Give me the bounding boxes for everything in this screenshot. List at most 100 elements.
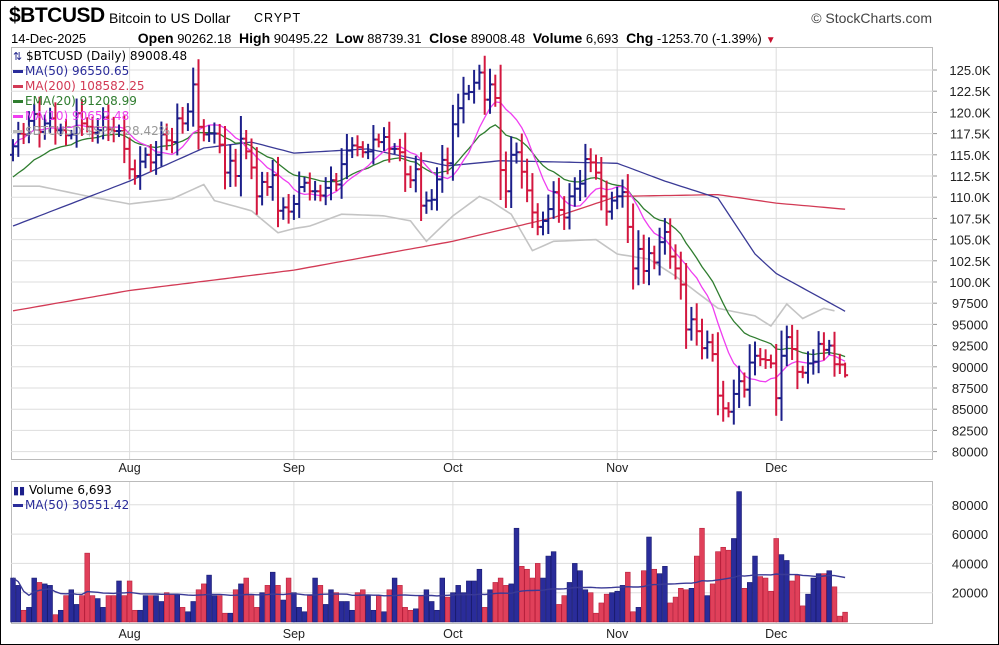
price-bar (529, 173, 536, 229)
volume-ma50-line (12, 573, 846, 597)
price-axis-label: 107.5K (949, 211, 991, 226)
price-bar (608, 191, 615, 220)
volume-bar (428, 601, 435, 623)
volume-bar (752, 555, 758, 623)
volume-bar (773, 538, 779, 623)
volume-bar (524, 568, 530, 623)
price-panel[interactable] (11, 47, 933, 460)
volume-bar (217, 595, 223, 623)
volume-bar (328, 589, 334, 623)
volume-bar (577, 570, 583, 623)
high-value: 90495.22 (273, 31, 329, 46)
price-bar (391, 143, 398, 155)
volume-bar (142, 595, 149, 623)
sort-arrows-icon[interactable]: ⇅ (13, 50, 23, 63)
price-bar (842, 362, 849, 378)
volume-bar (201, 583, 207, 623)
price-bar (423, 191, 430, 214)
volume-bar (598, 602, 605, 623)
volume-bar (275, 585, 281, 623)
volume-bar (381, 611, 387, 623)
volume-bar (582, 589, 589, 623)
volume-bar (10, 577, 16, 623)
price-axis-label: 102.5K (949, 254, 991, 269)
price-bar (720, 380, 727, 422)
price-bar (794, 329, 801, 390)
price-axis-label: 112.5K (950, 169, 991, 184)
volume-bar (238, 583, 244, 623)
price-bar (709, 333, 716, 362)
volume-axis-label: 80000 (952, 498, 988, 513)
stockcharts-brand[interactable]: © StockCharts.com (811, 10, 932, 26)
volume-bar (211, 595, 218, 623)
price-axis-label: 117.5K (950, 127, 991, 142)
exchange-label: CRYPT (254, 11, 302, 25)
price-bar (550, 181, 557, 219)
volume-bar (47, 585, 53, 623)
volume-bar (497, 577, 504, 623)
price-bar (386, 121, 393, 163)
price-bar (269, 159, 276, 201)
price-bar (306, 172, 313, 201)
ma200-line (12, 194, 846, 312)
volume-bar (746, 582, 753, 623)
price-bar (481, 55, 488, 115)
volume-bar (89, 595, 96, 623)
price-bar (614, 186, 621, 210)
volume-bar (285, 577, 292, 623)
price-bar (502, 151, 509, 208)
volume-bar (105, 595, 112, 623)
close-value: 89008.48 (470, 31, 526, 46)
price-bar (619, 179, 626, 208)
price-bar (773, 343, 780, 416)
volume-bar (63, 595, 69, 623)
volume-bar (397, 585, 403, 623)
volume-bar (550, 551, 557, 623)
volume-bar (375, 595, 382, 623)
price-bar (757, 348, 764, 367)
volume-bar (619, 585, 626, 623)
volume-bar (227, 612, 233, 623)
price-bar (540, 211, 546, 236)
price-bar (534, 203, 541, 236)
price-bar (296, 171, 303, 218)
legend-price[interactable]: ⇅ $BTCUSD (Daily) 89008.48 (13, 49, 187, 64)
volume-bar (222, 612, 228, 623)
price-axis-label: 97500 (952, 296, 988, 311)
down-triangle-icon: ▼ (765, 35, 776, 46)
price-bar (10, 139, 16, 162)
volume-bar (699, 527, 705, 623)
volume-bar (831, 586, 838, 623)
volume-bar (683, 589, 689, 623)
volume-bar (333, 592, 339, 623)
price-bar (449, 104, 456, 181)
volume-axis-label: 20000 (952, 586, 988, 601)
price-bar (343, 133, 350, 180)
volume-bar (810, 577, 817, 623)
volume-bar (301, 611, 308, 623)
month-label: Sep (283, 627, 305, 641)
price-bar (365, 143, 372, 160)
price-bar (714, 332, 721, 416)
price-bar (566, 183, 573, 230)
price-bar (444, 147, 451, 175)
volume-panel[interactable] (11, 481, 933, 624)
legend-ma200-swatch (13, 85, 23, 88)
volume-bar (821, 573, 827, 623)
price-bar (142, 147, 149, 169)
volume-bar (662, 566, 668, 623)
volume-bar (815, 573, 822, 623)
month-label: Nov (606, 461, 629, 475)
volume-bar (370, 609, 377, 623)
volume-bar (407, 609, 414, 623)
price-bar (455, 93, 462, 138)
price-bar (290, 194, 297, 220)
legend-ema20-text: EMA(20) 91208.99 (25, 94, 137, 108)
price-bar (799, 365, 806, 379)
price-bar (206, 125, 213, 142)
symbol-title: $BTCUSD (9, 4, 105, 27)
price-bar (465, 84, 472, 101)
price-bar (439, 145, 446, 193)
volume-bar (725, 549, 732, 623)
legend-ema20-swatch (13, 100, 23, 103)
